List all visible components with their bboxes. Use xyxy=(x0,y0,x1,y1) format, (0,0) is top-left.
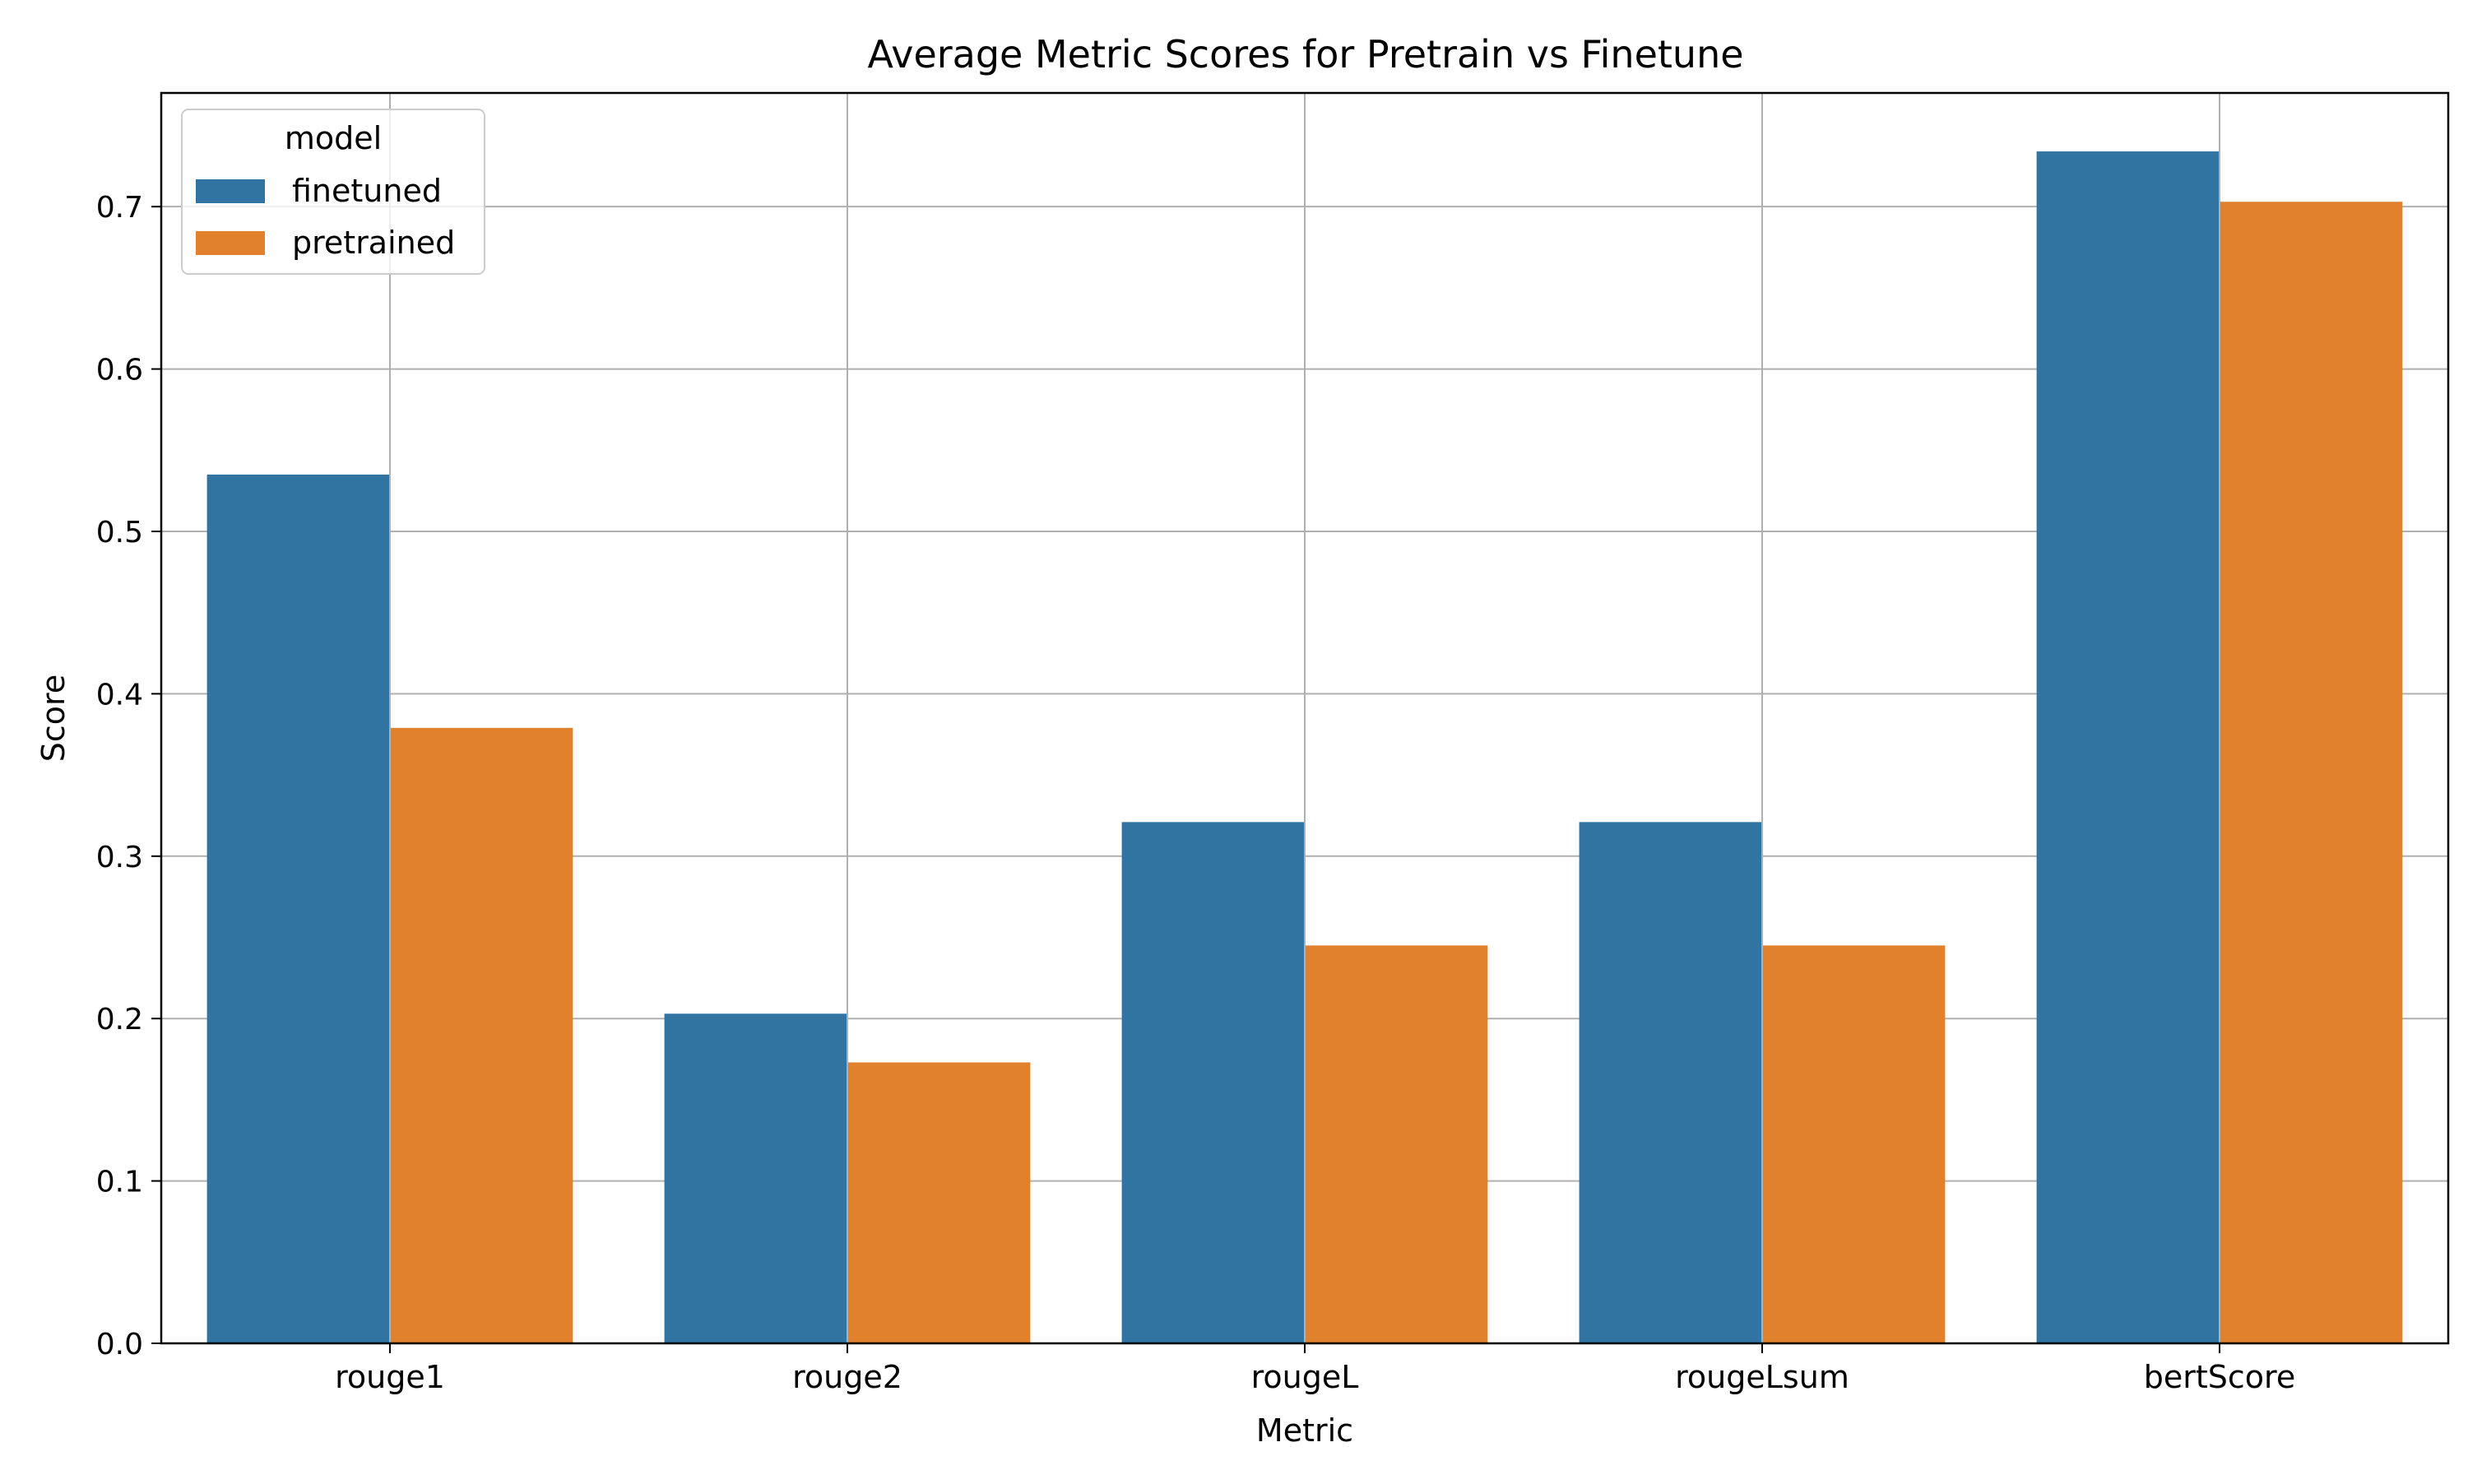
bar-finetuned-rougeLsum xyxy=(1579,822,1762,1343)
bar-pretrained-rouge1 xyxy=(390,727,573,1343)
y-tick-label: 0.1 xyxy=(96,1166,143,1199)
bar-finetuned-bertScore xyxy=(2036,151,2220,1343)
chart-title: Average Metric Scores for Pretrain vs Fi… xyxy=(867,32,1743,77)
bar-finetuned-rouge2 xyxy=(664,1013,847,1343)
y-tick-label: 0.0 xyxy=(96,1328,143,1361)
y-tick-label: 0.6 xyxy=(96,354,143,387)
bar-pretrained-bertScore xyxy=(2220,202,2403,1343)
y-tick-label: 0.7 xyxy=(96,191,143,225)
bar-pretrained-rougeLsum xyxy=(1762,945,1946,1343)
x-axis: rouge1 rouge2 rougeL rougeLsum bertScore xyxy=(335,1343,2295,1395)
x-tick-label-rouge1: rouge1 xyxy=(335,1359,445,1395)
legend-label-finetuned: finetuned xyxy=(292,173,442,209)
bar-finetuned-rougeL xyxy=(1121,822,1305,1343)
x-tick-label-rougeLsum: rougeLsum xyxy=(1675,1359,1849,1395)
y-tick-label: 0.5 xyxy=(96,516,143,550)
y-axis: 0.0 0.1 0.2 0.3 0.4 0.5 0.6 0.7 xyxy=(96,191,161,1361)
x-tick-label-bertScore: bertScore xyxy=(2144,1359,2295,1395)
x-axis-label: Metric xyxy=(1256,1412,1353,1449)
x-tick-label-rougeL: rougeL xyxy=(1251,1359,1359,1395)
bars-layer xyxy=(206,151,2403,1343)
legend: model finetuned pretrained xyxy=(181,109,485,275)
bar-pretrained-rougeL xyxy=(1305,945,1488,1343)
y-tick-label: 0.3 xyxy=(96,841,143,874)
y-tick-label: 0.4 xyxy=(96,678,143,712)
x-tick-label-rouge2: rouge2 xyxy=(792,1359,902,1395)
y-axis-label: Score xyxy=(35,675,72,762)
legend-swatch-pretrained xyxy=(196,231,265,255)
legend-label-pretrained: pretrained xyxy=(292,225,455,261)
bar-pretrained-rouge2 xyxy=(847,1062,1031,1343)
legend-title: model xyxy=(285,120,382,156)
bar-finetuned-rouge1 xyxy=(206,474,390,1343)
vertical-grid-layer xyxy=(389,93,2220,1343)
y-tick-label: 0.2 xyxy=(96,1003,143,1036)
legend-swatch-finetuned xyxy=(196,179,265,203)
